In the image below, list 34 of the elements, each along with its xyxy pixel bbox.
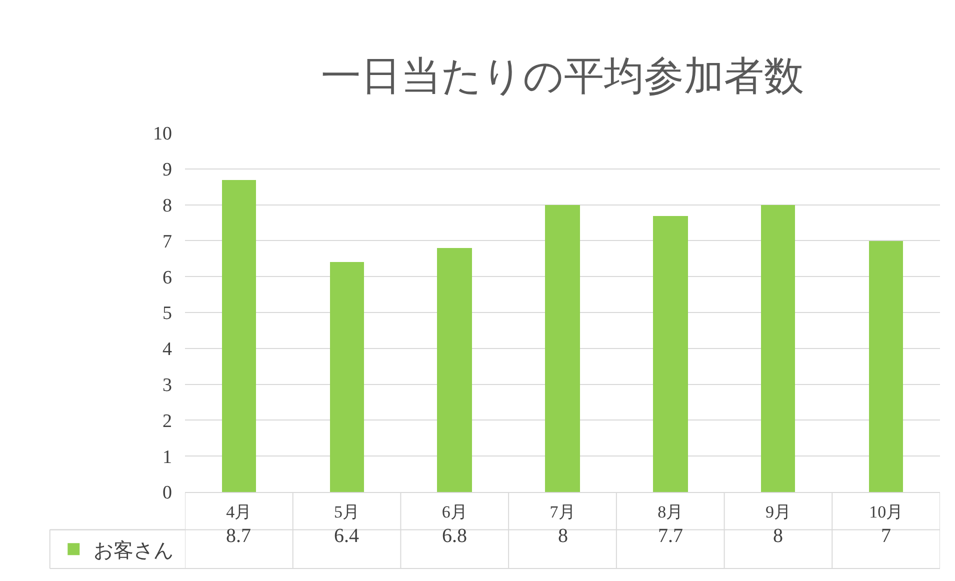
chart-title: 一日当たりの平均参加者数 (321, 54, 804, 100)
y-tick-label: 5 (162, 303, 172, 324)
data-label: 7.7 (658, 525, 683, 547)
data-label: 8.7 (226, 525, 251, 547)
y-tick-label: 6 (162, 267, 172, 288)
y-tick-label: 1 (162, 446, 172, 468)
data-label: 7 (881, 525, 891, 547)
x-tick-label: 9月 (765, 502, 791, 522)
bar (869, 241, 903, 492)
y-tick-label: 7 (162, 231, 172, 252)
y-tick-label: 10 (153, 124, 172, 145)
y-tick-label: 9 (162, 160, 172, 181)
legend-label: お客さん (94, 540, 174, 562)
data-label: 8 (558, 525, 568, 547)
data-label: 8 (773, 525, 783, 547)
y-tick-label: 0 (162, 482, 172, 504)
x-tick-label: 7月 (550, 502, 576, 522)
bar (761, 205, 795, 492)
x-tick-label: 5月 (334, 502, 360, 522)
x-tick-label: 10月 (869, 502, 904, 522)
x-tick-label: 6月 (442, 502, 468, 522)
x-tick-label: 8月 (658, 502, 684, 522)
y-tick-label: 8 (162, 195, 172, 216)
bar (330, 262, 364, 492)
bar (437, 248, 472, 492)
bar (222, 180, 256, 492)
y-tick-label: 2 (162, 410, 172, 432)
x-tick-label: 4月 (226, 502, 252, 522)
bar (545, 205, 580, 492)
data-label: 6.8 (442, 525, 467, 547)
data-label: 6.4 (334, 525, 359, 547)
bar (653, 216, 688, 492)
y-tick-label: 3 (162, 374, 172, 396)
y-tick-label: 4 (162, 339, 172, 360)
